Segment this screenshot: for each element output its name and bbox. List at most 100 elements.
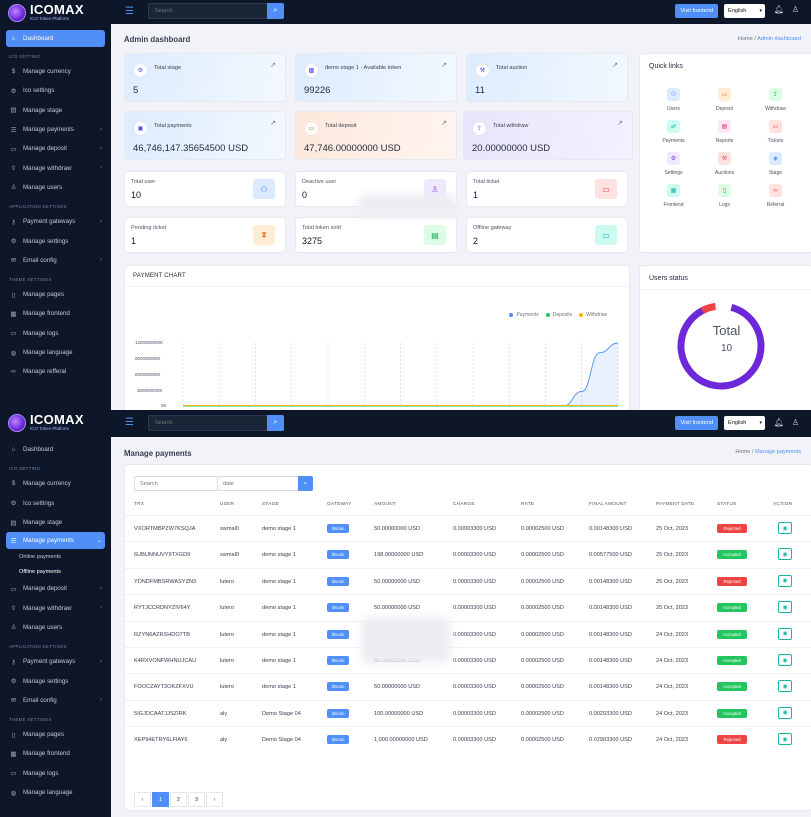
visit-frontend-button[interactable]: Visit frontend <box>675 4 718 18</box>
quick-link-stage[interactable]: ◈ Stage <box>750 152 801 176</box>
bell-icon[interactable]: 🔔︎ <box>773 418 784 427</box>
sidebar-item-email-config[interactable]: ✉ Email config › <box>6 251 105 270</box>
legend-payments[interactable]: Payments <box>509 312 539 318</box>
view-eye-icon[interactable]: ◉ <box>778 733 792 746</box>
sidebar-item-manage-language[interactable]: ◍ Manage language <box>6 343 105 362</box>
sidebar-item-manage-currency[interactable]: $ Manage currency <box>6 62 105 81</box>
menu-icon[interactable]: ☰ <box>125 6 134 17</box>
sidebar-item-manage-withdraw[interactable]: ⇪ Manage withdraw › <box>6 598 105 617</box>
stat-card-total-withdraw[interactable]: ⇪ Total withdraw ↗ 20.00000000 USD <box>463 111 633 160</box>
sidebar-item-manage-users[interactable]: ♙ Manage users <box>6 178 105 197</box>
stat-card-available-token[interactable]: ▩ demo stage 1 - Available token ↗ 99226 <box>295 53 457 102</box>
legend-deposits[interactable]: Deposits <box>545 312 572 318</box>
view-eye-icon[interactable]: ◉ <box>778 574 792 587</box>
sidebar-item-manage-frontend[interactable]: ▦ Manage frontend <box>6 304 105 323</box>
brand[interactable]: ICOMAX ICO Token Platform <box>0 0 111 25</box>
view-eye-icon[interactable]: ◉ <box>778 680 792 693</box>
sidebar-item-manage-pages[interactable]: ▯ Manage pages <box>6 725 105 744</box>
mini-card-total-user[interactable]: Total user 10 ⚇ <box>124 171 286 207</box>
sidebar-item-manage-withdraw[interactable]: ⇪ Manage withdraw › <box>6 158 105 177</box>
sidebar-item-manage-stage[interactable]: ▤ Manage stage <box>6 101 105 120</box>
sidebar-item-manage-payments[interactable]: ☰ Manage payments › <box>6 120 105 139</box>
sidebar-item-payment-gateways[interactable]: ⚷ Payment gateways › <box>6 212 105 231</box>
quick-link-users[interactable]: ⚇ Users <box>648 88 699 112</box>
view-eye-icon[interactable]: ◉ <box>778 601 792 614</box>
brand[interactable]: ICOMAX ICO Token Platform <box>0 410 111 435</box>
search-input[interactable] <box>148 415 284 431</box>
stat-card-total-auction[interactable]: ⚒ Total auction ↗ 11 <box>466 53 628 102</box>
view-eye-icon[interactable]: ◉ <box>778 522 792 534</box>
sidebar-item-dashboard[interactable]: ⌂ Dashboard <box>6 440 105 459</box>
sidebar-item-manage-referral[interactable]: ∞ Manage refferal <box>6 362 105 381</box>
sidebar-item-label: Ico settings <box>23 87 55 95</box>
sidebar-item-dashboard[interactable]: ⌂ Dashboard <box>6 30 105 47</box>
search-button[interactable]: ⌕ <box>267 3 284 19</box>
page-1[interactable]: 1 <box>152 792 169 807</box>
sidebar-item-manage-currency[interactable]: $ Manage currency <box>6 474 105 493</box>
date-filter-input[interactable] <box>217 476 299 491</box>
sidebar-item-ico-settings[interactable]: ⚙ Ico settings <box>6 494 105 513</box>
page-prev[interactable]: ‹ <box>134 792 151 807</box>
quick-link-frontend[interactable]: ▦ Frontend <box>648 184 699 208</box>
search-button[interactable]: ⌕ <box>267 415 284 431</box>
bell-icon[interactable]: 🔔︎ <box>773 5 784 14</box>
sidebar-item-manage-stage[interactable]: ▤ Manage stage <box>6 513 105 532</box>
sidebar-item-manage-language[interactable]: ◍ Manage language <box>6 783 105 802</box>
table-search-input[interactable] <box>134 476 218 491</box>
quick-link-settings[interactable]: ⚙ Settings <box>648 152 699 176</box>
sidebar-item-manage-deposit[interactable]: ▭ Manage deposit › <box>6 579 105 598</box>
filter-search-button[interactable]: ⌕ <box>298 476 313 491</box>
sidebar-item-manage-deposit[interactable]: ▭ Manage deposit › <box>6 139 105 158</box>
sidebar-item-manage-frontend[interactable]: ▦ Manage frontend <box>6 744 105 763</box>
cell-charge: 0.00003300 USD <box>453 737 496 744</box>
page-2[interactable]: 2 <box>170 792 187 807</box>
mini-card-total-ticket[interactable]: Total ticket 1 ▭ <box>466 171 628 207</box>
sidebar-item-manage-pages[interactable]: ▯ Manage pages <box>6 285 105 304</box>
breadcrumb-home[interactable]: Home <box>735 449 751 455</box>
view-eye-icon[interactable]: ◉ <box>778 654 792 666</box>
sidebar-item-ico-settings[interactable]: ⚙ Ico settings <box>6 81 105 100</box>
page-3[interactable]: 3 <box>188 792 205 807</box>
quick-link-withdraw[interactable]: ⇪ Withdraw <box>750 88 801 112</box>
visit-frontend-button[interactable]: Visit frontend <box>675 416 718 430</box>
donut-active-arc <box>677 302 765 390</box>
sidebar-item-email-config[interactable]: ✉ Email config › <box>6 691 105 710</box>
page-next[interactable]: › <box>206 792 223 807</box>
stat-card-total-payments[interactable]: ▣ Total payments ↗ 46,746,147.35654500 U… <box>124 111 286 160</box>
user-icon[interactable]: ♙ <box>791 5 799 14</box>
sidebar-item-manage-users[interactable]: ♙ Manage users <box>6 618 105 637</box>
search-input[interactable] <box>148 3 284 19</box>
quick-link-referral[interactable]: ∞ Referral <box>750 184 801 208</box>
sidebar-item-manage-settings[interactable]: ⚙ Manage settings <box>6 671 105 690</box>
sidebar-subitem-online-payments[interactable]: Online payments <box>19 553 61 560</box>
mini-card-total-token-sold[interactable]: Total token sold 3275 ▤ <box>295 217 457 253</box>
quick-link-payments[interactable]: ⇄ Payments <box>648 120 699 144</box>
mini-card-offline-gateway[interactable]: Offline gateway 2 ▭ <box>466 217 628 253</box>
sidebar-item-label: Dashboard <box>23 446 54 454</box>
view-eye-icon[interactable]: ◉ <box>778 548 792 561</box>
menu-icon[interactable]: ☰ <box>125 417 134 428</box>
breadcrumb-home[interactable]: Home <box>737 36 753 42</box>
view-eye-icon[interactable]: ◉ <box>778 627 792 640</box>
sidebar-item-manage-payments[interactable]: ☰ Manage payments ⌄ <box>6 532 105 550</box>
mini-label: Pending ticket <box>131 225 167 231</box>
stat-card-total-stage[interactable]: ⚙ Total stage ↗ 5 <box>124 53 286 102</box>
quick-link-deposit[interactable]: ▭ Deposit <box>699 88 750 112</box>
legend-withdraw[interactable]: Withdraw <box>579 312 607 318</box>
language-select[interactable]: English ▾ <box>724 4 765 18</box>
sidebar-item-manage-settings[interactable]: ⚙ Manage settings <box>6 231 105 250</box>
sidebar-subitem-offline-payments[interactable]: Offline payments <box>19 568 61 575</box>
quick-link-tickets[interactable]: ▭ Tickets <box>750 120 801 144</box>
quick-link-logs[interactable]: ▯ Logs <box>699 184 750 208</box>
stat-card-total-deposit[interactable]: ▭ Total deposit ↗ 47,746.00000000 USD <box>295 111 457 160</box>
view-eye-icon[interactable]: ◉ <box>778 706 792 719</box>
mini-card-pending-ticket[interactable]: Pending ticket 1 ⧗ <box>124 217 286 253</box>
quick-link-reports[interactable]: ▤ Reports <box>699 120 750 144</box>
quick-link-auctions[interactable]: ⚒ Auctions <box>699 152 750 176</box>
language-select[interactable]: English ▾ <box>724 416 765 430</box>
user-icon[interactable]: ♙ <box>791 418 799 427</box>
sidebar-item-manage-logs[interactable]: ▭ Manage logs <box>6 764 105 783</box>
sidebar-item-payment-gateways[interactable]: ⚷ Payment gateways › <box>6 652 105 671</box>
sidebar-item-manage-logs[interactable]: ▭ Manage logs <box>6 324 105 343</box>
card-icon: ▭ <box>595 225 617 245</box>
